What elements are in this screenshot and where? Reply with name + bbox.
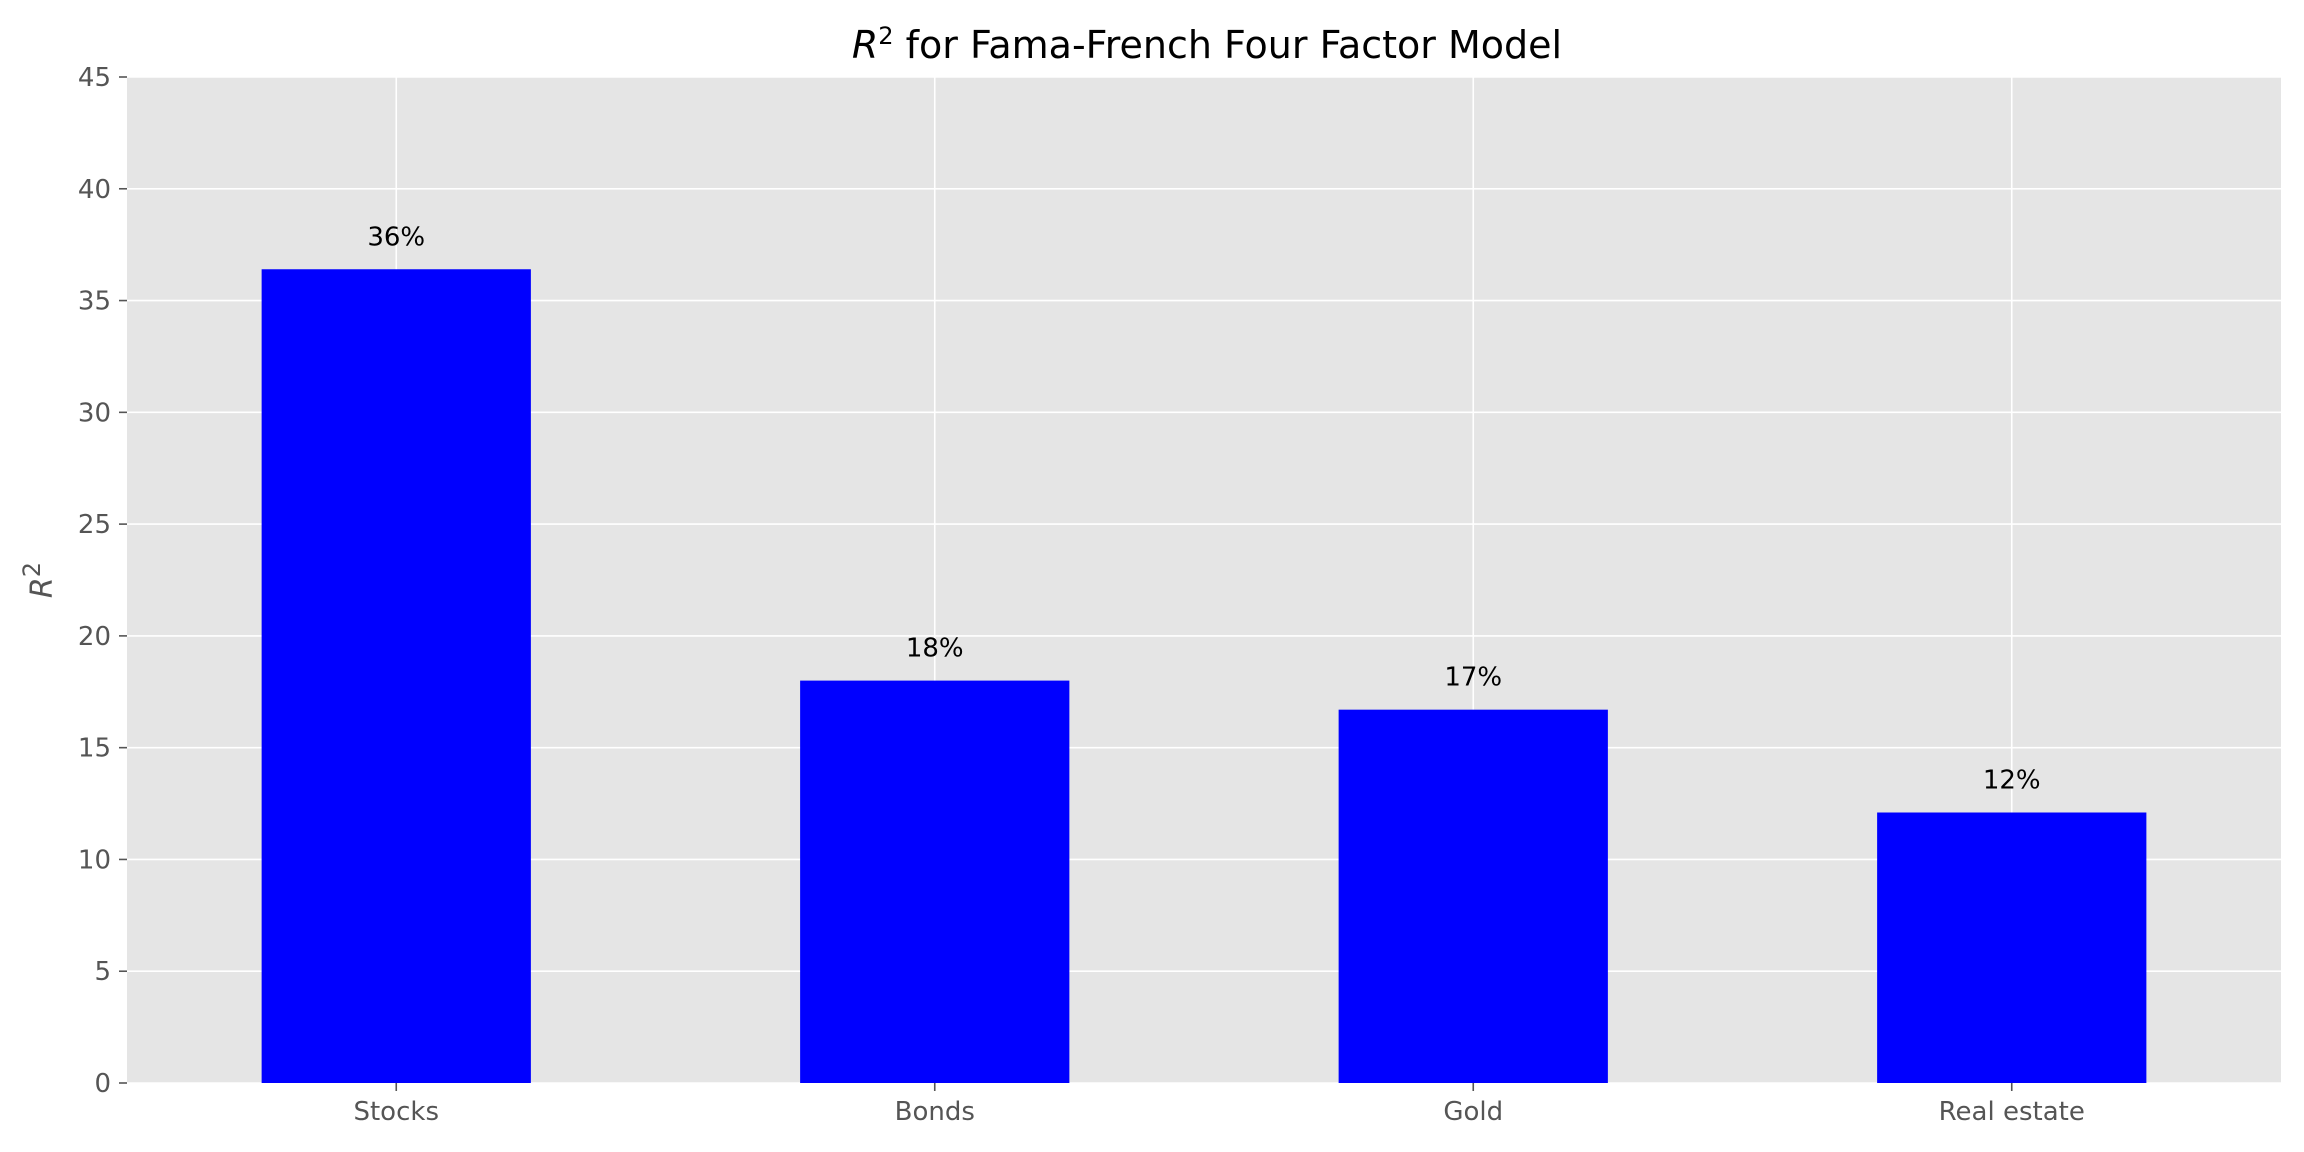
- title-superscript: 2: [878, 22, 893, 50]
- y-tick-label: 0: [94, 1069, 111, 1099]
- y-tick-label: 40: [78, 175, 111, 205]
- ylabel-r: R: [25, 577, 60, 598]
- data-label: 17%: [1444, 663, 1502, 693]
- y-axis-label: R2: [18, 562, 60, 598]
- bar-stocks: [261, 269, 531, 1083]
- data-labels: 36% 18% 17% 12%: [367, 222, 2040, 795]
- data-label: 18%: [906, 634, 964, 664]
- x-tick-label: Bonds: [895, 1097, 975, 1127]
- x-axis-ticks: Stocks Bonds Gold Real estate: [353, 1083, 2085, 1127]
- bar-real-estate: [1877, 812, 2147, 1083]
- chart-title: R2 for Fama-French Four Factor Model: [852, 22, 1562, 67]
- bars: [261, 269, 2147, 1083]
- data-label: 12%: [1983, 765, 2041, 795]
- x-tick-label: Real estate: [1939, 1097, 2085, 1127]
- data-label: 36%: [367, 222, 425, 252]
- title-rest: for Fama-French Four Factor Model: [894, 23, 1563, 67]
- y-tick-label: 20: [78, 622, 111, 652]
- y-tick-label: 45: [78, 63, 111, 93]
- bar-bonds: [800, 680, 1070, 1083]
- x-tick-label: Stocks: [353, 1097, 439, 1127]
- y-tick-label: 35: [78, 287, 111, 317]
- ylabel-superscript: 2: [18, 562, 46, 577]
- title-r: R: [852, 23, 878, 67]
- bar-gold: [1338, 709, 1608, 1083]
- y-axis-ticks: 0 5 10 15 20 25 30 35 40 45: [78, 63, 127, 1099]
- y-tick-label: 15: [78, 734, 111, 764]
- y-tick-label: 25: [78, 510, 111, 540]
- x-tick-label: Gold: [1443, 1097, 1503, 1127]
- y-tick-label: 10: [78, 845, 111, 875]
- y-tick-label: 5: [94, 957, 111, 987]
- y-tick-label: 30: [78, 398, 111, 428]
